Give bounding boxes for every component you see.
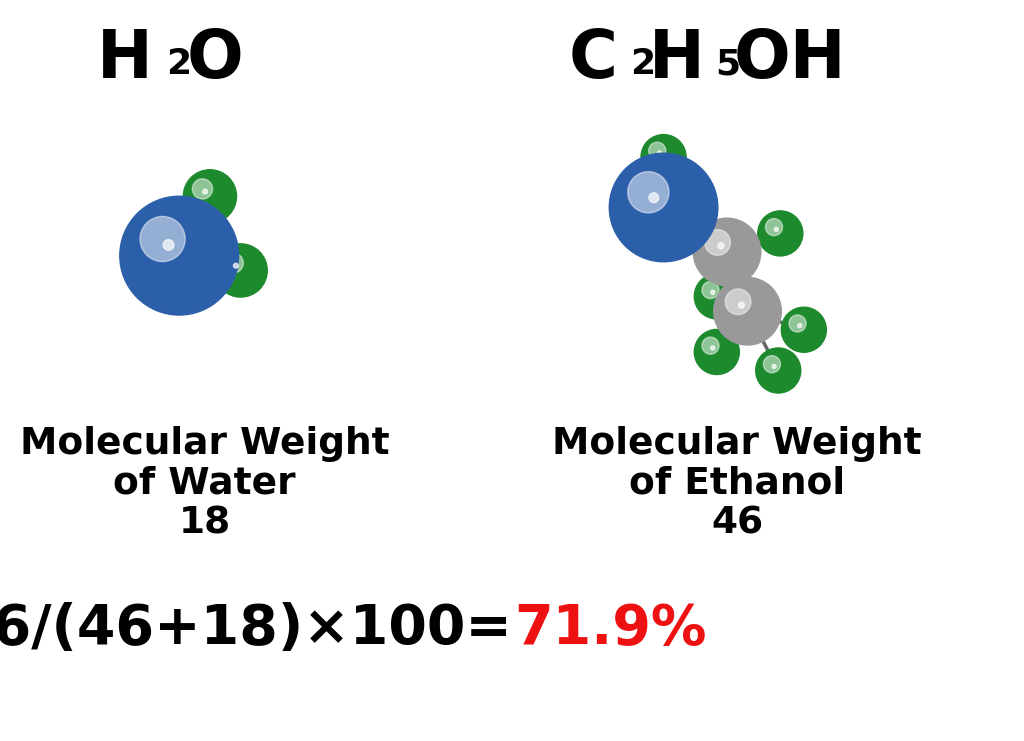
Text: C: C <box>568 26 617 92</box>
Ellipse shape <box>738 302 744 308</box>
Ellipse shape <box>203 189 208 194</box>
Ellipse shape <box>758 211 803 256</box>
Ellipse shape <box>183 170 237 223</box>
Text: 5: 5 <box>715 47 740 82</box>
Ellipse shape <box>649 193 658 202</box>
Ellipse shape <box>788 315 806 332</box>
Ellipse shape <box>781 308 826 352</box>
Ellipse shape <box>798 324 802 328</box>
Ellipse shape <box>711 290 715 294</box>
Ellipse shape <box>648 142 666 159</box>
Ellipse shape <box>233 263 239 268</box>
Ellipse shape <box>714 277 781 345</box>
Ellipse shape <box>140 216 185 262</box>
Ellipse shape <box>657 151 662 155</box>
Ellipse shape <box>765 219 782 236</box>
Ellipse shape <box>763 356 780 373</box>
Text: of Water: of Water <box>114 465 296 502</box>
Ellipse shape <box>693 218 761 286</box>
Text: H: H <box>97 26 153 92</box>
Text: 71.9%: 71.9% <box>514 602 707 656</box>
Text: of Ethanol: of Ethanol <box>629 465 846 502</box>
Ellipse shape <box>628 172 669 213</box>
Text: 46/(46+18)×100=: 46/(46+18)×100= <box>0 602 512 656</box>
Ellipse shape <box>718 243 724 249</box>
Text: 18: 18 <box>178 505 231 542</box>
Ellipse shape <box>223 253 244 273</box>
Text: H: H <box>649 26 705 92</box>
Text: 2: 2 <box>630 47 655 82</box>
Ellipse shape <box>711 346 715 350</box>
Text: O: O <box>186 26 243 92</box>
Ellipse shape <box>756 348 801 393</box>
Ellipse shape <box>120 196 239 315</box>
Text: 46: 46 <box>712 505 763 542</box>
Ellipse shape <box>694 274 739 319</box>
Text: Molecular Weight: Molecular Weight <box>20 426 389 462</box>
Ellipse shape <box>193 179 213 199</box>
Ellipse shape <box>725 289 751 315</box>
Ellipse shape <box>609 153 718 262</box>
Ellipse shape <box>694 330 739 374</box>
Ellipse shape <box>772 365 776 368</box>
Text: 2: 2 <box>166 47 191 82</box>
Text: Molecular Weight: Molecular Weight <box>553 426 922 462</box>
Ellipse shape <box>163 239 174 250</box>
Ellipse shape <box>701 282 719 299</box>
Ellipse shape <box>774 227 778 231</box>
Ellipse shape <box>641 135 686 179</box>
Text: OH: OH <box>733 26 846 92</box>
Ellipse shape <box>701 337 719 354</box>
Ellipse shape <box>705 230 730 256</box>
Ellipse shape <box>214 244 267 297</box>
